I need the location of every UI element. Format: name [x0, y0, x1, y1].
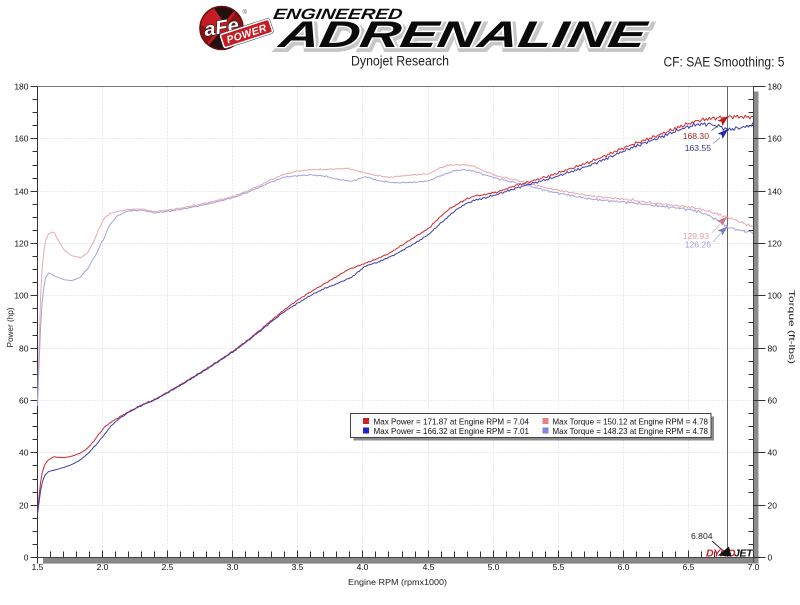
svg-text:Dynojet Research: Dynojet Research	[351, 54, 449, 69]
svg-text:ADRENALINE: ADRENALINE	[275, 13, 652, 55]
svg-text:ADRENALINE: ADRENALINE	[276, 16, 653, 58]
svg-text:5.0: 5.0	[488, 562, 500, 572]
svg-text:0: 0	[768, 553, 773, 563]
svg-text:4.0: 4.0	[357, 562, 369, 572]
svg-text:100: 100	[768, 291, 782, 301]
svg-text:40: 40	[19, 448, 29, 458]
svg-text:20: 20	[768, 501, 778, 511]
svg-text:80: 80	[768, 344, 778, 354]
svg-text:3.0: 3.0	[227, 562, 239, 572]
svg-text:126.26: 126.26	[685, 240, 712, 250]
svg-text:Engine RPM (rpmx1000): Engine RPM (rpmx1000)	[348, 577, 447, 587]
svg-text:1.5: 1.5	[32, 562, 44, 572]
svg-text:CF: SAE Smoothing: 5: CF: SAE Smoothing: 5	[664, 55, 785, 70]
svg-text:140: 140	[14, 187, 28, 197]
svg-text:180: 180	[14, 82, 28, 92]
svg-text:®: ®	[243, 9, 248, 16]
svg-text:Max Torque = 150.12 at Engine: Max Torque = 150.12 at Engine RPM = 4.78	[553, 417, 709, 427]
svg-text:2.5: 2.5	[162, 562, 174, 572]
svg-text:7.0: 7.0	[748, 562, 760, 572]
svg-text:40: 40	[768, 448, 778, 458]
svg-text:168.30: 168.30	[683, 131, 710, 141]
svg-text:160: 160	[14, 134, 28, 144]
svg-text:163.55: 163.55	[685, 143, 712, 153]
svg-text:Max Power = 166.32 at Engine R: Max Power = 166.32 at Engine RPM = 7.01	[374, 426, 530, 436]
svg-text:60: 60	[19, 396, 29, 406]
svg-text:6.5: 6.5	[683, 562, 695, 572]
svg-text:5.5: 5.5	[553, 562, 565, 572]
svg-text:Max Torque = 148.23 at Engine: Max Torque = 148.23 at Engine RPM = 4.78	[553, 426, 709, 436]
svg-text:4.5: 4.5	[423, 562, 435, 572]
svg-text:ADRENALINE: ADRENALINE	[275, 13, 652, 55]
svg-text:2.0: 2.0	[97, 562, 109, 572]
svg-text:160: 160	[768, 134, 782, 144]
svg-text:120: 120	[14, 239, 28, 249]
svg-text:Max Power = 171.87 at Engine R: Max Power = 171.87 at Engine RPM = 7.04	[374, 417, 530, 427]
svg-text:80: 80	[19, 344, 29, 354]
svg-text:JET: JET	[734, 548, 754, 560]
svg-text:140: 140	[768, 187, 782, 197]
svg-text:0: 0	[24, 553, 29, 563]
svg-text:20: 20	[19, 501, 29, 511]
svg-text:100: 100	[14, 291, 28, 301]
svg-text:Torque (ft-lbs): Torque (ft-lbs)	[787, 290, 797, 364]
svg-text:Power (hp): Power (hp)	[5, 307, 15, 347]
svg-text:6.0: 6.0	[618, 562, 630, 572]
svg-text:3.5: 3.5	[292, 562, 304, 572]
svg-text:60: 60	[768, 396, 778, 406]
svg-text:120: 120	[768, 239, 782, 249]
svg-text:6.804: 6.804	[691, 531, 713, 541]
svg-text:ENGINEERED: ENGINEERED	[272, 6, 404, 23]
svg-text:180: 180	[768, 82, 782, 92]
svg-text:129.93: 129.93	[683, 231, 710, 241]
